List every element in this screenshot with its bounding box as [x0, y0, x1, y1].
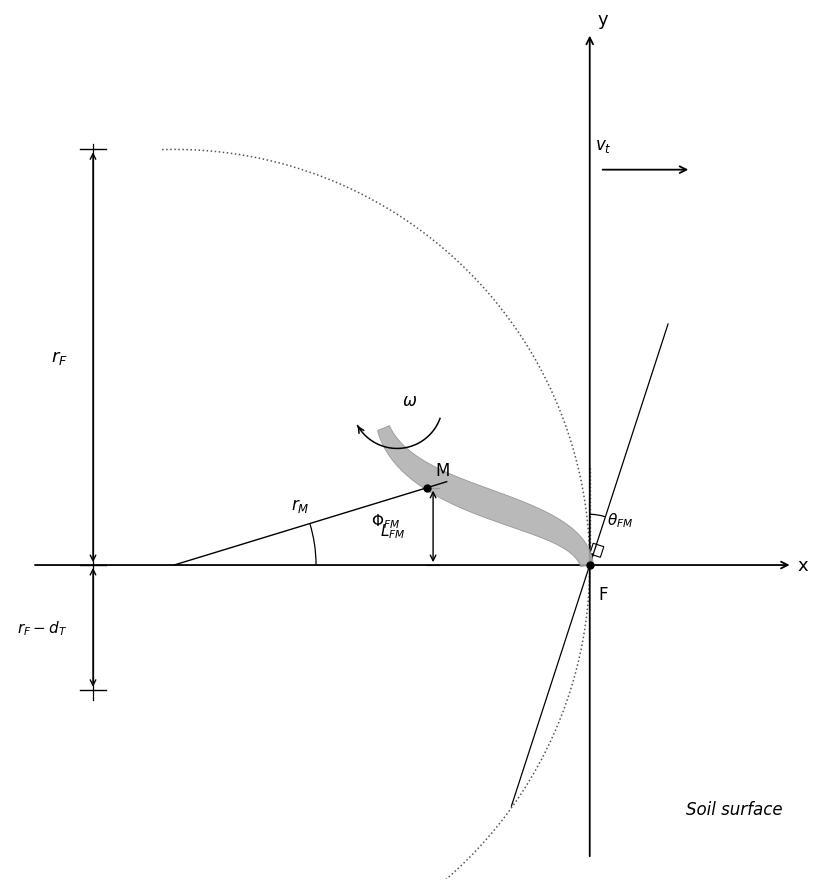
Polygon shape	[377, 426, 593, 567]
Text: F: F	[599, 586, 608, 603]
Text: $L_{FM}$: $L_{FM}$	[380, 521, 405, 540]
Text: x: x	[797, 556, 808, 574]
Text: Soil surface: Soil surface	[686, 800, 783, 819]
Text: $v_t$: $v_t$	[595, 138, 612, 156]
Text: $r_M$: $r_M$	[291, 496, 310, 514]
Text: $r_F$: $r_F$	[51, 349, 67, 367]
Text: M: M	[436, 461, 450, 479]
Text: $r_F - d_T$: $r_F - d_T$	[17, 619, 67, 637]
Text: y: y	[598, 11, 608, 29]
Text: $\theta_{FM}$: $\theta_{FM}$	[607, 510, 634, 529]
Text: $\omega$: $\omega$	[402, 392, 418, 409]
Text: $\Phi_{FM}$: $\Phi_{FM}$	[371, 511, 399, 530]
